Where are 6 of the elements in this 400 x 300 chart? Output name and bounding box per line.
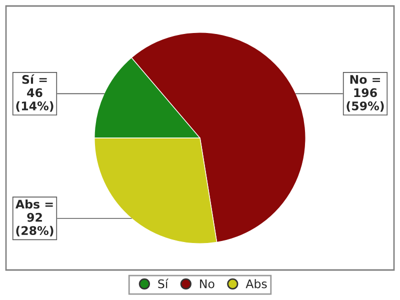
legend-label: Sí [158, 278, 169, 288]
data-label: Sí = 46 (14%) [16, 74, 54, 112]
data-label: No = 196 (59%) [346, 75, 384, 112]
data-label: Abs = 92 (28%) [15, 199, 54, 236]
legend-label: No [200, 279, 214, 288]
legend-label: Abs [246, 279, 267, 288]
